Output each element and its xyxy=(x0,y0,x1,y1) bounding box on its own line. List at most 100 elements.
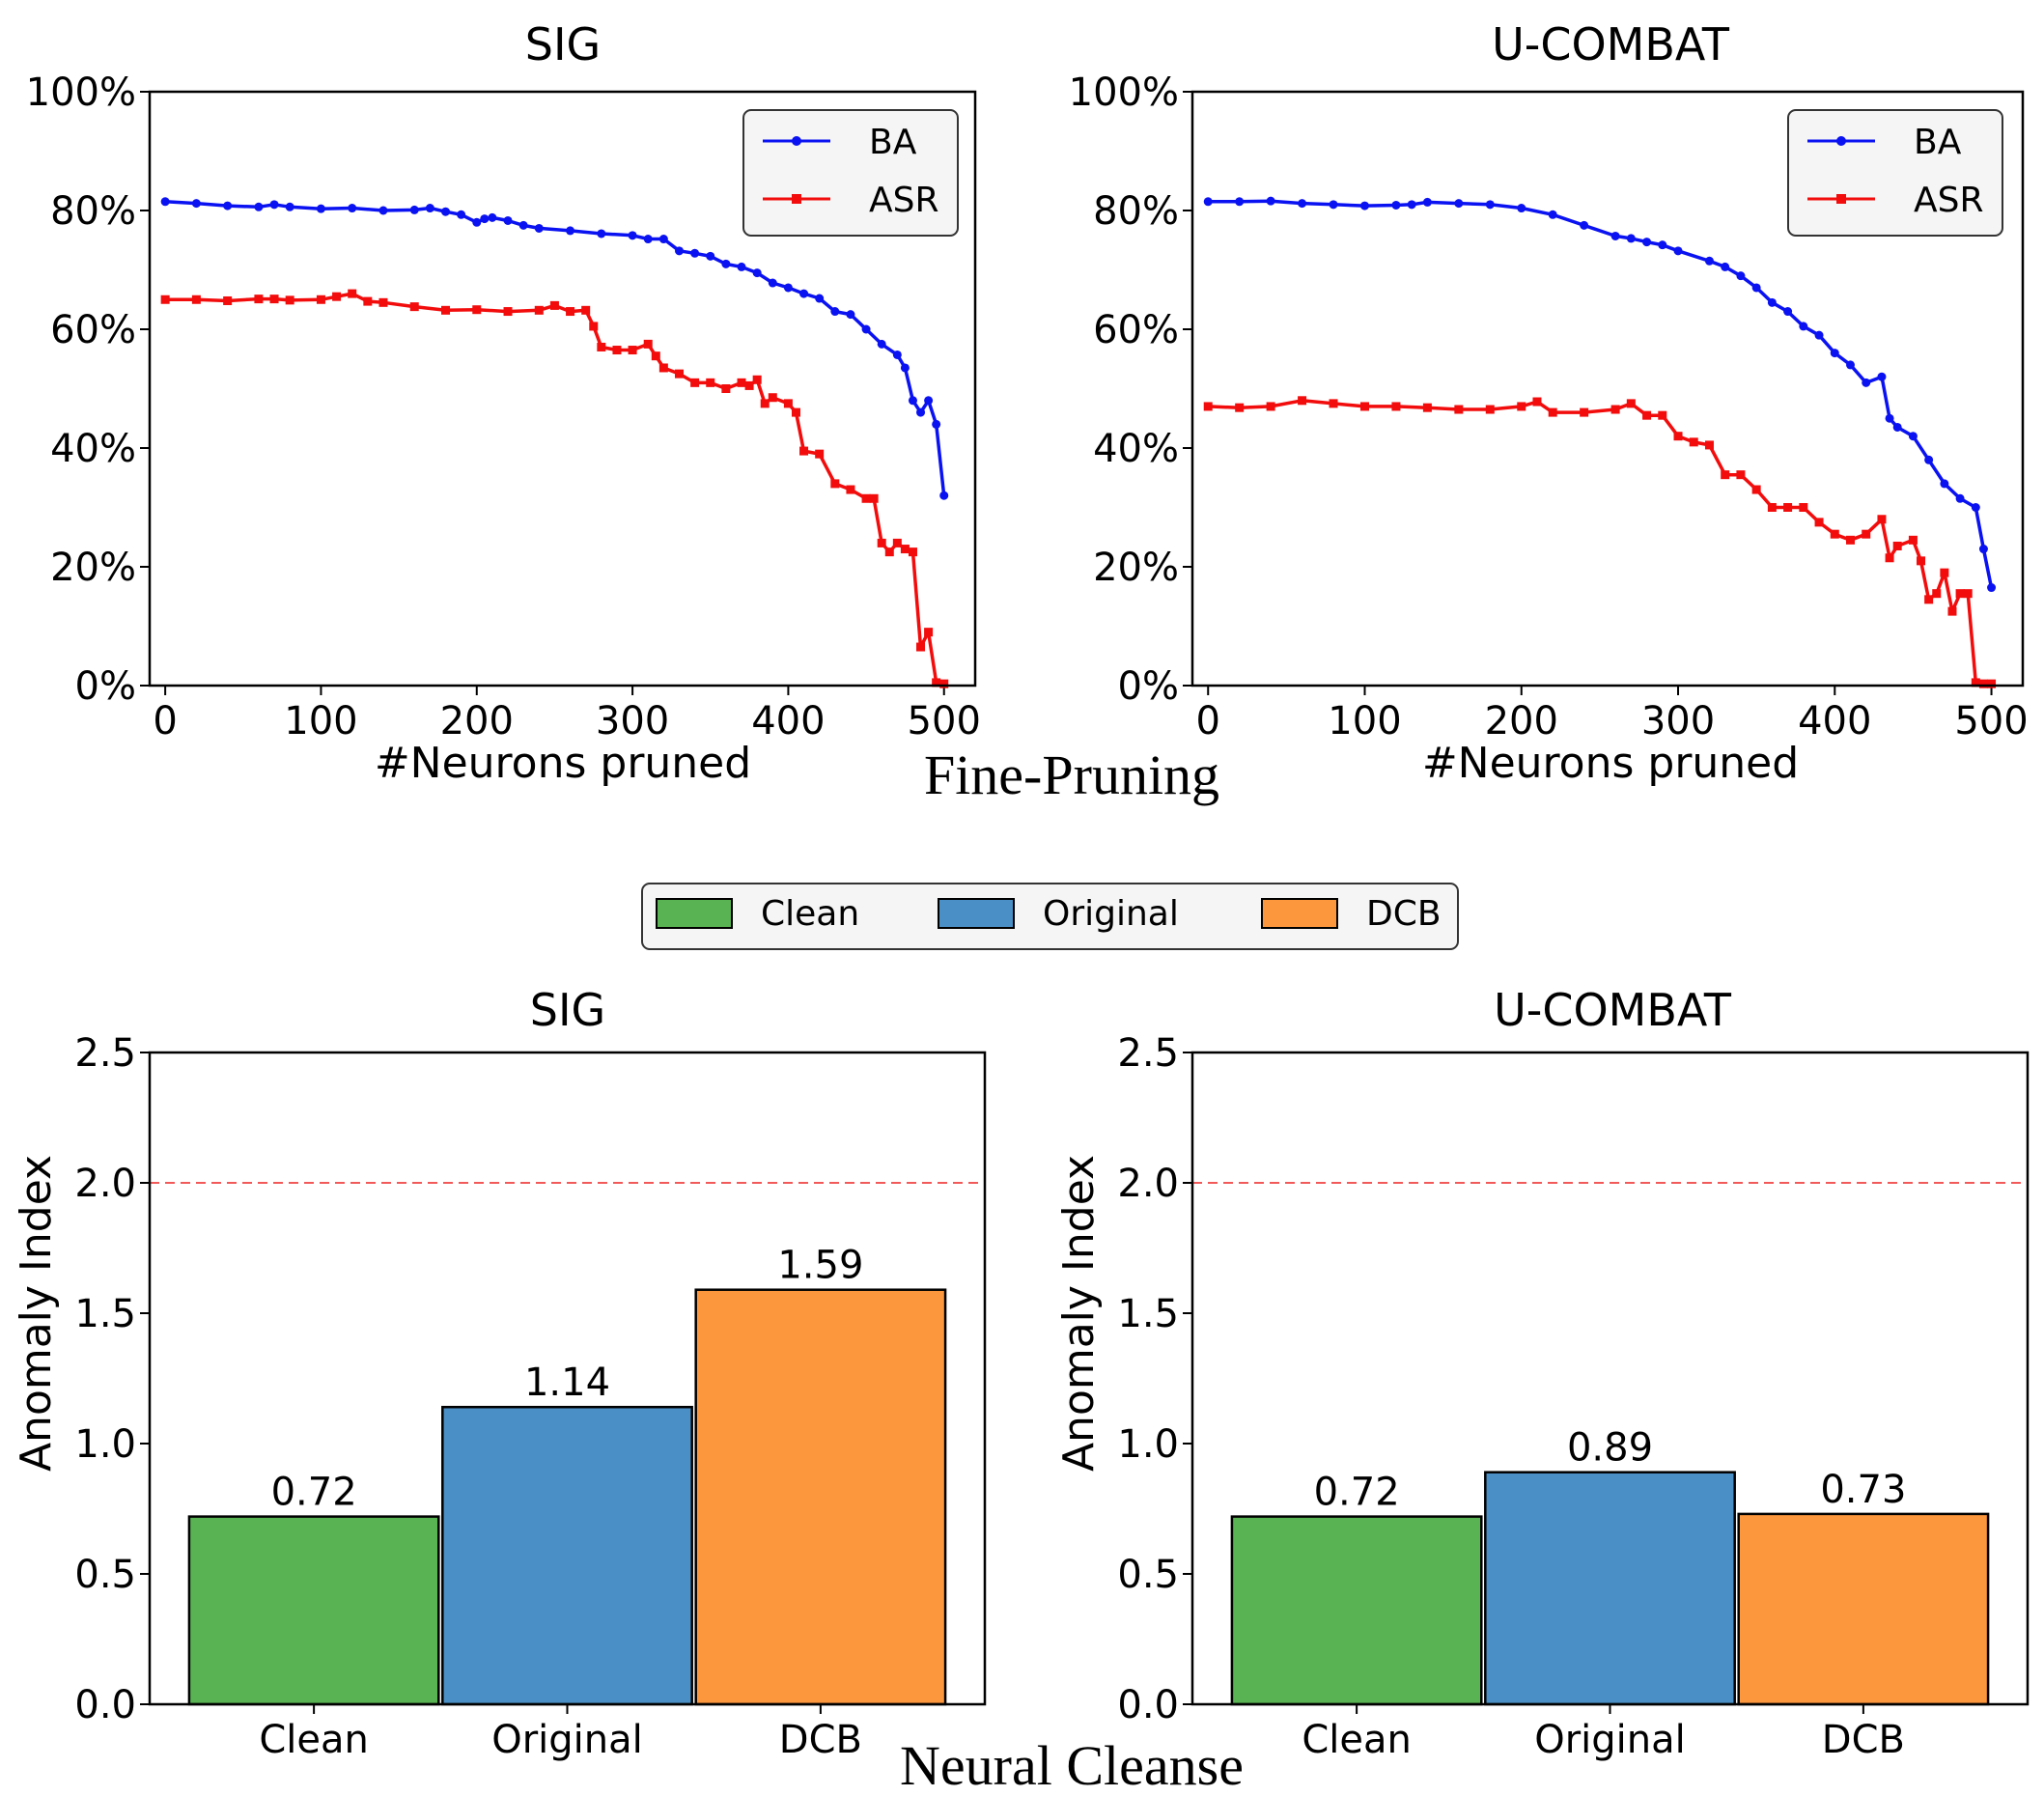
y-tick-label: 1.0 xyxy=(1117,1422,1179,1467)
series-asr-point xyxy=(581,305,591,315)
y-tick-label: 40% xyxy=(50,427,136,471)
series-asr-point xyxy=(815,449,825,459)
series-ba-point xyxy=(1673,246,1683,256)
x-tick-label: 300 xyxy=(1641,699,1715,744)
series-asr-point xyxy=(1391,402,1401,411)
series-ba-point xyxy=(674,246,684,256)
series-asr-point xyxy=(503,307,513,317)
series-asr-point xyxy=(1548,407,1557,417)
y-tick-label: 20% xyxy=(1093,546,1179,590)
series-ba-point xyxy=(1862,378,1871,387)
series-asr-point xyxy=(160,295,170,304)
series-ba-point xyxy=(830,307,840,317)
x-tick-label: 100 xyxy=(284,699,357,744)
series-ba-point xyxy=(1610,231,1620,240)
y-tick-label: 0% xyxy=(75,664,136,709)
series-ba-point xyxy=(1658,240,1667,250)
series-asr-point xyxy=(441,305,451,315)
y-tick-label: 0.5 xyxy=(74,1553,136,1597)
y-tick-label: 1.5 xyxy=(1117,1292,1179,1336)
group-title-neural-cleanse: Neural Cleanse xyxy=(900,1734,1244,1796)
legend-ba-marker xyxy=(792,136,801,146)
legend-ba-label: BA xyxy=(1914,123,1962,162)
bar-value-label: 0.72 xyxy=(1314,1471,1400,1515)
series-ba-point xyxy=(916,407,926,417)
x-tick-label: Clean xyxy=(1302,1718,1412,1762)
series-asr-point xyxy=(332,292,342,301)
series-ba-point xyxy=(1799,322,1808,331)
series-asr-point xyxy=(1908,535,1918,545)
y-tick-label: 100% xyxy=(26,70,136,115)
series-asr-point xyxy=(1892,541,1902,550)
series-ba-point xyxy=(223,201,233,210)
series-asr-point xyxy=(1673,432,1683,441)
plot-frame xyxy=(148,90,977,688)
fine-pruning-u-combat-chart: U-COMBAT 0% 20% 40% 60% 80% 100% 0 100 200 300 400… xyxy=(1069,18,2029,788)
series-asr-point xyxy=(549,300,559,310)
y-tick-label: 1.0 xyxy=(74,1422,136,1467)
series-asr-point xyxy=(597,342,606,351)
y-tick-label: 2.0 xyxy=(1117,1162,1179,1206)
series-ba-point xyxy=(1298,199,1307,209)
bar-original xyxy=(1484,1471,1736,1706)
series-asr-point xyxy=(939,679,949,688)
x-tick-label: 500 xyxy=(908,699,981,744)
series-asr-point xyxy=(1799,503,1808,512)
series-ba-point xyxy=(900,363,910,373)
series-asr-point xyxy=(223,295,233,305)
series-ba-point xyxy=(1580,220,1589,230)
series-asr-point xyxy=(643,339,653,349)
x-tick-label: DCB xyxy=(779,1718,862,1762)
plot-frame xyxy=(1190,1051,2030,1706)
y-tick-label: 100% xyxy=(1069,70,1179,115)
series-ba-point xyxy=(1203,197,1213,207)
series-ba-point xyxy=(799,289,809,298)
legend: BA ASR xyxy=(742,109,959,237)
series-asr-point xyxy=(1885,553,1894,563)
series-ba-point xyxy=(861,324,871,334)
legend-asr-label: ASR xyxy=(869,181,939,220)
series-asr-point xyxy=(924,628,934,637)
series-ba-point xyxy=(1908,432,1918,441)
series-asr-point xyxy=(932,678,941,688)
series-ba-point xyxy=(1924,455,1934,464)
x-tick-label: DCB xyxy=(1822,1718,1905,1762)
series-asr-point xyxy=(737,378,746,387)
series-asr-point xyxy=(651,351,660,361)
series-ba-point xyxy=(160,197,170,207)
x-tick-label: 0 xyxy=(1195,699,1219,744)
series-ba-point xyxy=(1642,238,1652,247)
x-tick-label: 100 xyxy=(1328,699,1401,744)
series-ba-point xyxy=(1846,360,1856,370)
series-asr-point xyxy=(1987,679,1997,688)
series-asr-point xyxy=(706,378,715,387)
series-asr-point xyxy=(1658,410,1667,420)
series-ba-point xyxy=(643,235,653,244)
series-ba-point xyxy=(1266,196,1275,206)
series-asr-point xyxy=(1978,679,1988,688)
series-asr-point xyxy=(1877,515,1887,524)
plot-frame xyxy=(148,1051,987,1706)
series-asr-point xyxy=(1642,410,1652,420)
series-asr-point xyxy=(534,305,544,315)
y-tick-label: 0.0 xyxy=(1117,1683,1179,1727)
series-asr-point xyxy=(1580,407,1589,417)
series-ba-point xyxy=(939,491,949,500)
series-asr-line xyxy=(165,292,944,686)
x-tick-label: 200 xyxy=(1485,699,1558,744)
series-asr-point xyxy=(760,399,770,408)
series-ba-point xyxy=(768,278,777,288)
series-ba-line xyxy=(1208,199,1994,588)
plot-frame xyxy=(1190,90,2025,688)
series-asr-point xyxy=(1963,589,1973,599)
legend-swatch-dcb xyxy=(1261,898,1338,929)
series-ba-point xyxy=(783,283,793,293)
series-asr-point xyxy=(269,295,279,304)
series-asr-point xyxy=(612,346,622,355)
bar-value-label: 1.59 xyxy=(777,1244,863,1288)
series-ba-point xyxy=(1877,372,1887,381)
series-ba-point xyxy=(892,350,902,359)
y-tick-label: 1.5 xyxy=(74,1292,136,1336)
neural-cleanse-u-combat-chart: U-COMBAT Anomaly Index 0.0 0.5 1.0 1.5 2.0 2.… xyxy=(1054,984,2030,1762)
series-asr-point xyxy=(799,446,809,456)
